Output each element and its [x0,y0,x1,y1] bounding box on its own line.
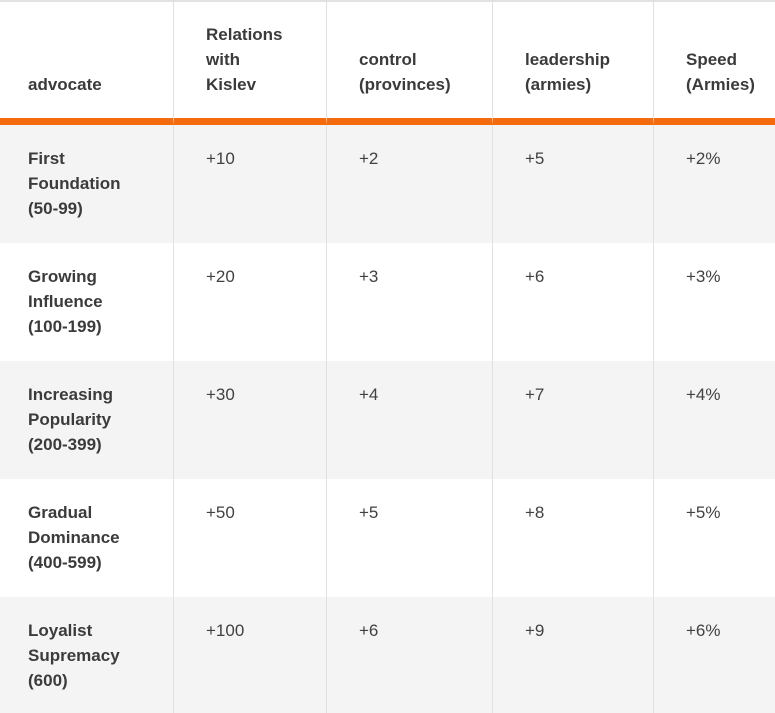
table-cell: +7 [492,361,653,479]
row-label-loyalist-supremacy: Loyalist Supremacy (600) [0,597,173,713]
row-label-first-foundation: First Foundation (50-99) [0,125,173,243]
column-header-relations-with-kislev: Relations with Kislev [173,0,326,125]
table-cell: +3% [653,243,775,361]
table-cell: +8 [492,479,653,597]
table-cell: +4 [326,361,492,479]
table-row: Loyalist Supremacy (600) +100 +6 +9 +6% [0,597,775,713]
row-label-gradual-dominance: Gradual Dominance (400-599) [0,479,173,597]
table-row: First Foundation (50-99) +10 +2 +5 +2% [0,125,775,243]
column-header-control-provinces: control (provinces) [326,0,492,125]
table-cell: +30 [173,361,326,479]
table-cell: +100 [173,597,326,713]
table-cell: +9 [492,597,653,713]
table-cell: +6% [653,597,775,713]
column-header-leadership-armies: leadership (armies) [492,0,653,125]
table-cell: +6 [492,243,653,361]
table-cell: +2 [326,125,492,243]
table-cell: +5 [326,479,492,597]
row-label-growing-influence: Growing Influence (100-199) [0,243,173,361]
column-header-speed-armies: Speed (Armies) [653,0,775,125]
table-row: Growing Influence (100-199) +20 +3 +6 +3… [0,243,775,361]
table-cell: +4% [653,361,775,479]
table-cell: +20 [173,243,326,361]
table-cell: +5% [653,479,775,597]
table-cell: +6 [326,597,492,713]
table-cell: +10 [173,125,326,243]
table-cell: +50 [173,479,326,597]
table-cell: +5 [492,125,653,243]
header-row: advocate Relations with Kislev control (… [0,0,775,125]
row-label-increasing-popularity: Increasing Popularity (200-399) [0,361,173,479]
table-row: Gradual Dominance (400-599) +50 +5 +8 +5… [0,479,775,597]
table-row: Increasing Popularity (200-399) +30 +4 +… [0,361,775,479]
column-header-advocate: advocate [0,0,173,125]
table-cell: +2% [653,125,775,243]
table-cell: +3 [326,243,492,361]
